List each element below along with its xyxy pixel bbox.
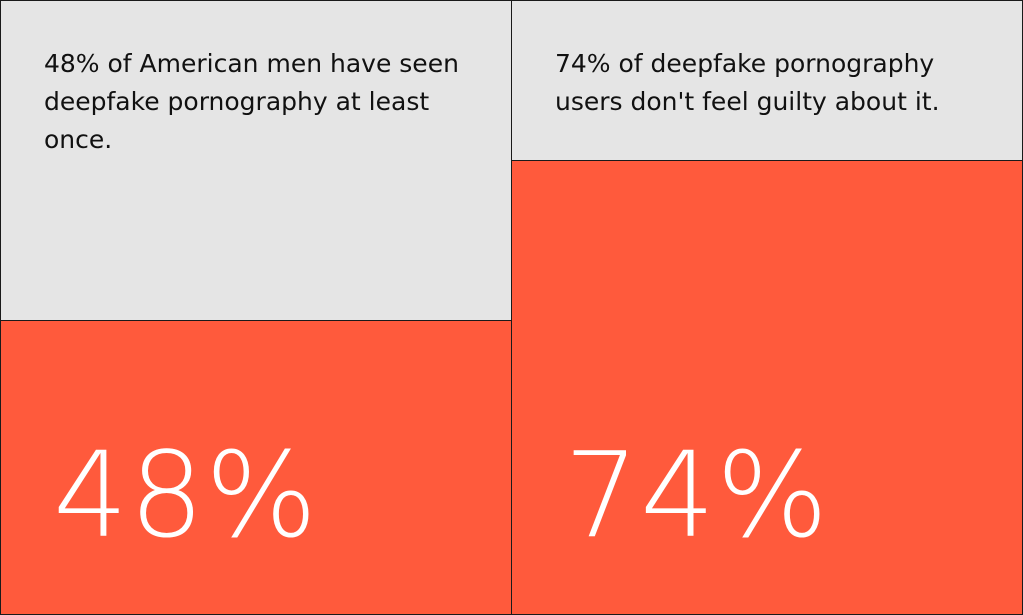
stat-caption-2: 74% of deepfake pornography users don't … — [555, 49, 940, 116]
stat-caption-1: 48% of American men have seen deepfake p… — [44, 49, 459, 154]
stat-value-1: 48% — [53, 426, 319, 564]
stat-bar-2 — [512, 160, 1022, 614]
stat-panel-2: 74% of deepfake pornography users don't … — [512, 1, 1022, 614]
stat-panel-1: 48% of American men have seen deepfake p… — [1, 1, 512, 614]
stat-bar-1 — [1, 320, 511, 614]
stat-value-2: 74% — [564, 426, 830, 564]
